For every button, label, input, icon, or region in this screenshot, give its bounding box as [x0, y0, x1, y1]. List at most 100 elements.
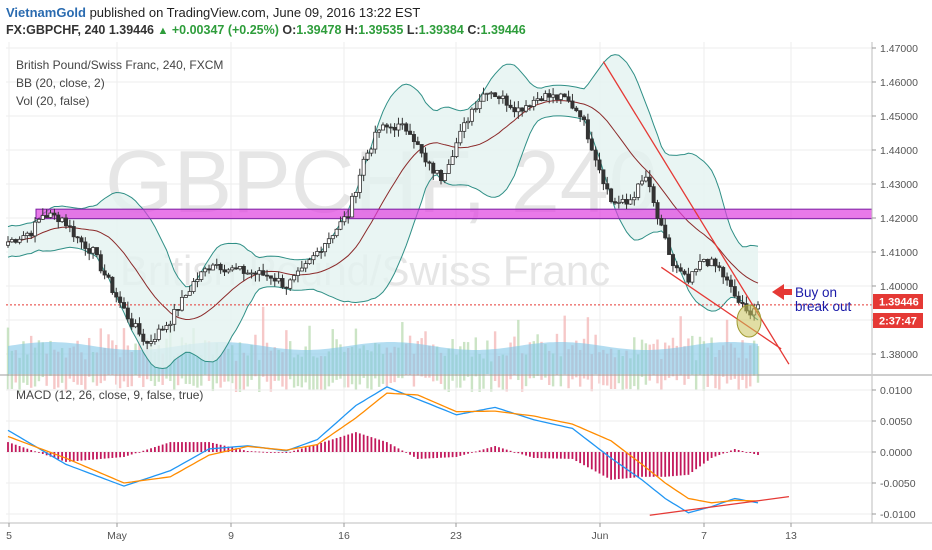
time-tick-label: 13 [785, 530, 797, 542]
candle-body [643, 176, 648, 182]
macd-histogram-bar [22, 447, 25, 452]
candle-body [725, 276, 730, 281]
macd-histogram-bar [459, 452, 462, 456]
price-tick-label: 1.44000 [880, 145, 918, 157]
macd-histogram-bar [370, 437, 373, 452]
candle-body [292, 275, 297, 281]
macd-histogram-bar [72, 452, 75, 462]
macd-histogram-bar [521, 452, 524, 455]
candle-body [133, 323, 138, 328]
macd-histogram-bar [486, 448, 489, 452]
candle-body [605, 183, 610, 190]
macd-histogram-bar [617, 452, 620, 480]
candle-body [210, 264, 215, 271]
candle-body [756, 304, 761, 310]
macd-histogram-bar [200, 442, 203, 452]
macd-histogram-bar [455, 452, 458, 457]
candle-body [535, 98, 540, 101]
macd-histogram-bar [258, 451, 261, 453]
macd-histogram-bar [123, 452, 125, 457]
candle-body [709, 258, 714, 267]
macd-histogram-bar [672, 452, 674, 477]
close-value: 1.39446 [480, 23, 526, 37]
candle-body [160, 328, 165, 331]
macd-histogram-bar [169, 442, 172, 452]
macd-histogram-bar [482, 449, 485, 452]
macd-histogram-bar [737, 450, 740, 452]
candle-body [690, 271, 695, 283]
macd-histogram-bar [196, 442, 199, 452]
candle-body [516, 107, 521, 113]
macd-histogram-bar [41, 452, 44, 454]
candle-body [218, 264, 223, 271]
candle-body [659, 218, 664, 226]
candle-body [261, 270, 266, 276]
time-tick-label: May [107, 530, 128, 542]
macd-histogram-bar [706, 452, 709, 461]
breakout-annotation[interactable]: Buy on break out [736, 284, 852, 338]
candle-body [713, 258, 718, 267]
annotation-line-1: Buy on [795, 285, 837, 300]
resistance-band [35, 208, 873, 220]
macd-histogram-bar [239, 449, 241, 452]
candle-body [118, 296, 123, 303]
volume-bars [6, 306, 760, 392]
macd-histogram-bar [652, 452, 655, 477]
macd-histogram-bar [664, 452, 667, 477]
candle-body [670, 254, 675, 267]
legend-macd[interactable]: MACD (12, 26, close, 9, false, true) [16, 388, 203, 402]
candle-body [44, 215, 49, 218]
time-axis[interactable]: 5 May 9 16 23 Jun 7 13 [6, 523, 797, 542]
macd-histogram-bar [625, 452, 628, 479]
bb-upper-line [7, 54, 759, 288]
macd-histogram-bar [273, 452, 276, 453]
candle-body [276, 278, 281, 282]
legend-volume[interactable]: Vol (20, false) [16, 94, 89, 108]
candle-body [601, 169, 606, 185]
candle-body [63, 217, 68, 227]
macd-histogram-bar [559, 452, 562, 459]
candle-body [373, 131, 378, 150]
macd-histogram-bar [583, 452, 585, 466]
chart-area[interactable]: GBPCHF, 240 British Pound/Swiss Franc Bu… [0, 42, 932, 550]
low-label: L: [406, 23, 419, 37]
change-value: +0.00347 (+0.25%) [171, 23, 279, 37]
macd-axis[interactable]: 0.0100 0.0050 0.0000 -0.0050 -0.0100 [872, 385, 916, 521]
macd-histogram-bar [757, 452, 759, 455]
macd-histogram-bar [409, 452, 411, 455]
price-tick-label: 1.38000 [880, 349, 918, 361]
candle-body [156, 328, 161, 340]
macd-histogram-bar [262, 451, 265, 453]
candle-body [380, 124, 385, 131]
macd-histogram-bar [165, 443, 168, 452]
candle-body [6, 241, 11, 246]
candle-body [612, 201, 617, 204]
macd-histogram-bar [92, 452, 94, 460]
candle-body [620, 199, 625, 203]
candle-body [647, 176, 652, 188]
candle-body [547, 93, 552, 98]
time-tick-label: 16 [338, 530, 350, 542]
candle-body [732, 286, 737, 297]
macd-histogram-bar [556, 452, 558, 459]
candle-body [121, 302, 126, 309]
macd-histogram-bar [629, 452, 632, 478]
low-value: 1.39384 [418, 23, 464, 37]
macd-histogram-bar [53, 452, 56, 458]
candle-body [396, 123, 401, 131]
candle-body [365, 152, 370, 160]
macd-histogram-bar [204, 442, 207, 452]
legend-bb[interactable]: BB (20, close, 2) [16, 76, 105, 90]
candle-body [400, 123, 405, 126]
macd-histogram-bar [432, 452, 435, 459]
candle-body [207, 268, 212, 271]
author-link[interactable]: VietnamGold [6, 5, 86, 20]
macd-histogram-bar [702, 452, 705, 464]
candle-body [129, 318, 134, 328]
candle-body [442, 173, 447, 181]
macd-histogram-bar [594, 452, 597, 472]
macd-histogram-bar [154, 447, 156, 452]
macd-histogram-bar [428, 452, 431, 459]
time-tick-label: 7 [701, 530, 707, 542]
macd-histogram-bar [111, 452, 114, 458]
